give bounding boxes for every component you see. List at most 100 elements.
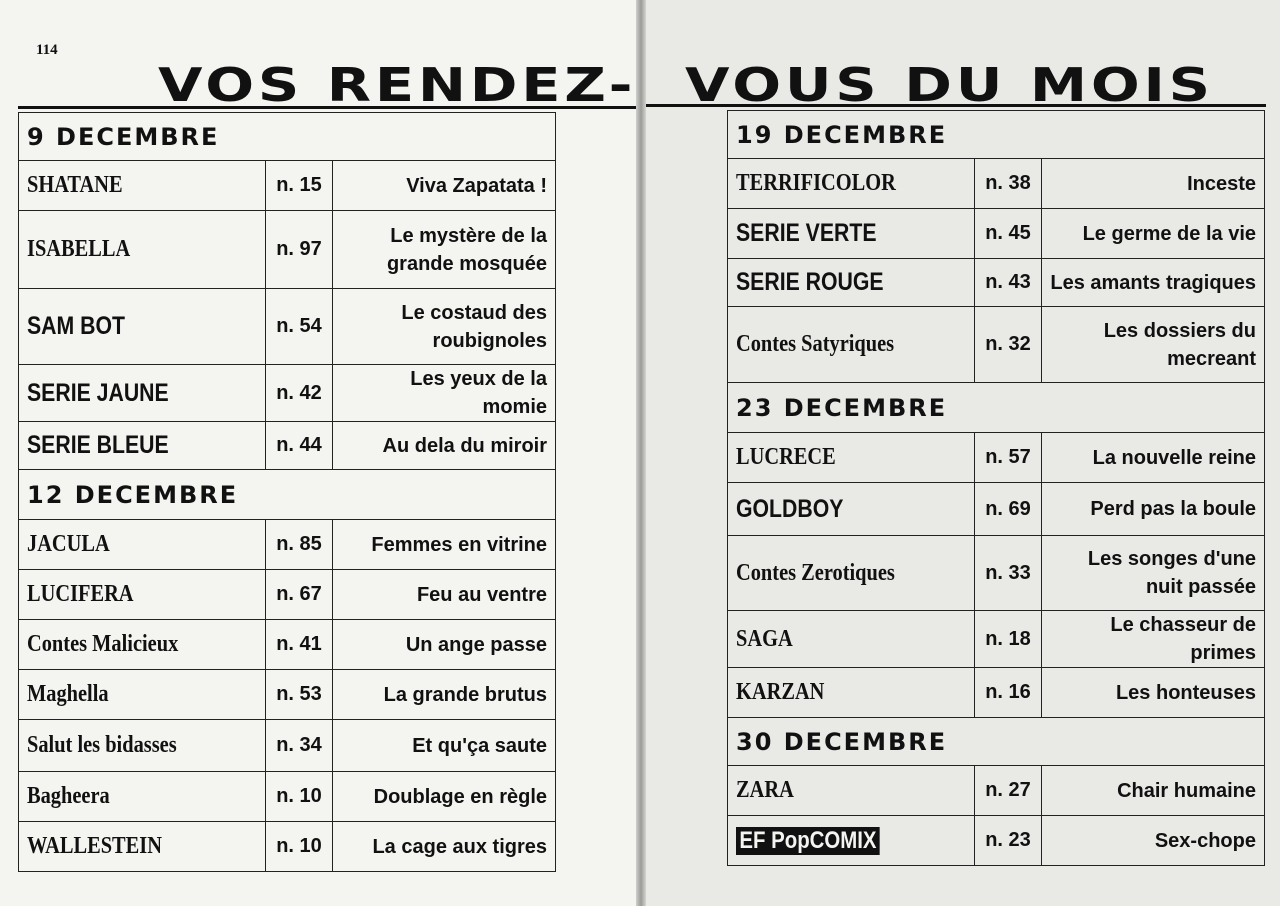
section-date: 19 DECEMBRE <box>727 110 1265 159</box>
issue-title-text: Les dossiers du mecreant <box>1103 319 1256 370</box>
issue-title: Perd pas la boule <box>1041 482 1265 536</box>
issue-title-text: Et qu'ça saute <box>412 734 547 757</box>
series-logo-text: EF PopCOMIX <box>736 826 880 855</box>
issue-title-text: Sex-chope <box>1154 829 1256 852</box>
issue-number-text: n. 69 <box>985 497 1031 520</box>
series-logo: SERIE VERTE <box>727 208 975 259</box>
series-logo: EF PopCOMIX <box>727 815 975 866</box>
issue-title: Femmes en vitrine <box>332 519 556 570</box>
issue-title: Au dela du miroir <box>332 421 556 470</box>
issue-title-text: La nouvelle reine <box>1092 446 1256 469</box>
series-logo-text: LUCRECE <box>736 444 836 470</box>
table-row: GOLDBOY n. 69 Perd pas la boule <box>727 482 1265 536</box>
issue-number-text: n. 27 <box>985 779 1031 801</box>
series-logo: LUCIFERA <box>18 569 266 620</box>
issue-number-text: n. 15 <box>276 174 322 196</box>
table-row: SERIE JAUNE n. 42 Les yeux de la momie <box>18 364 556 422</box>
issue-title-text: Le chasseur de primes <box>1110 614 1256 664</box>
issue-title-text: La grande brutus <box>383 683 547 706</box>
issue-number: n. 67 <box>265 569 333 620</box>
table-row: SAGA n. 18 Le chasseur de primes <box>727 610 1265 668</box>
issue-number-text: n. 10 <box>276 785 322 807</box>
series-logo-text: Bagheera <box>27 783 110 809</box>
issue-title-text: Un ange passe <box>405 633 547 656</box>
issue-number-text: n. 44 <box>276 434 322 456</box>
series-logo-text: SERIE ROUGE <box>736 268 884 296</box>
series-logo: LUCRECE <box>727 432 975 483</box>
issue-number-text: n. 45 <box>985 222 1031 244</box>
issue-number-text: n. 32 <box>985 333 1031 355</box>
issue-number: n. 57 <box>974 432 1042 483</box>
table-row: Contes Malicieux n. 41 Un ange passe <box>18 619 556 670</box>
series-logo: ISABELLA <box>18 210 266 289</box>
issue-title: Le chasseur de primes <box>1041 610 1265 668</box>
issue-title: Le germe de la vie <box>1041 208 1265 259</box>
section-header-row: 23 DECEMBRE <box>727 382 1265 433</box>
issue-number-text: n. 54 <box>276 315 322 337</box>
issue-number: n. 85 <box>265 519 333 570</box>
series-logo-text: SHATANE <box>27 172 123 198</box>
series-logo: Bagheera <box>18 771 266 822</box>
series-logo-text: Contes Zerotiques <box>736 559 895 586</box>
issue-title: Les honteuses <box>1041 667 1265 718</box>
series-logo-text: GOLDBOY <box>736 494 844 523</box>
series-logo: SAM BOT <box>18 288 266 365</box>
page-number: 114 <box>36 42 58 58</box>
issue-title: Viva Zapatata ! <box>332 160 556 211</box>
issue-title-text: Le germe de la vie <box>1082 222 1256 245</box>
issue-number-text: n. 10 <box>276 835 322 857</box>
issue-number-text: n. 23 <box>985 829 1031 851</box>
series-logo: SHATANE <box>18 160 266 211</box>
issue-title: La cage aux tigres <box>332 821 556 872</box>
issue-number: n. 44 <box>265 421 333 470</box>
issue-number-text: n. 33 <box>985 561 1031 584</box>
table-row: SHATANE n. 15 Viva Zapatata ! <box>18 160 556 211</box>
issue-title: Sex-chope <box>1041 815 1265 866</box>
series-logo: KARZAN <box>727 667 975 718</box>
issue-number-text: n. 53 <box>276 683 322 705</box>
series-logo-text: SERIE BLEUE <box>27 431 169 459</box>
section-header-row: 12 DECEMBRE <box>18 469 556 520</box>
table-row: WALLESTEIN n. 10 La cage aux tigres <box>18 821 556 872</box>
schedule-table-left: 9 DECEMBRE SHATANE n. 15 Viva Zapatata ! ISA… <box>18 112 556 872</box>
table-row: ISABELLA n. 97 Le mystère de la grande mos… <box>18 210 556 289</box>
series-logo: TERRIFICOLOR <box>727 158 975 209</box>
issue-title-text: Au dela du miroir <box>382 434 547 457</box>
series-logo-text: ZARA <box>736 777 794 803</box>
series-logo: SERIE ROUGE <box>727 258 975 307</box>
issue-title: Les dossiers du mecreant <box>1041 306 1265 383</box>
issue-title: Feu au ventre <box>332 569 556 620</box>
issue-number: n. 41 <box>265 619 333 670</box>
table-row: SERIE VERTE n. 45 Le germe de la vie <box>727 208 1265 259</box>
issue-number: n. 53 <box>265 669 333 720</box>
series-logo-text: JACULA <box>27 531 110 557</box>
issue-number: n. 42 <box>265 364 333 422</box>
section-header-row: 30 DECEMBRE <box>727 717 1265 766</box>
series-logo: ZARA <box>727 765 975 816</box>
issue-title: Les songes d'une nuit passée <box>1041 535 1265 611</box>
series-logo: JACULA <box>18 519 266 570</box>
table-row: EF PopCOMIX n. 23 Sex-chope <box>727 815 1265 866</box>
issue-title: La nouvelle reine <box>1041 432 1265 483</box>
series-logo: Contes Satyriques <box>727 306 975 383</box>
issue-title: Le mystère de la grande mosquée <box>332 210 556 289</box>
issue-title-text: Le costaud des roubignoles <box>401 301 547 352</box>
issue-number: n. 32 <box>974 306 1042 383</box>
issue-number: n. 15 <box>265 160 333 211</box>
table-row: TERRIFICOLOR n. 38 Inceste <box>727 158 1265 209</box>
issue-number-text: n. 57 <box>985 446 1031 468</box>
issue-title-text: Chair humaine <box>1117 779 1256 802</box>
issue-title: Un ange passe <box>332 619 556 670</box>
series-logo: Contes Zerotiques <box>727 535 975 611</box>
issue-number: n. 10 <box>265 821 333 872</box>
issue-title-text: Inceste <box>1187 172 1256 195</box>
section-date: 23 DECEMBRE <box>727 382 1265 433</box>
series-logo-text: SERIE VERTE <box>736 219 877 247</box>
table-row: Salut les bidasses n. 34 Et qu'ça saute <box>18 719 556 772</box>
issue-title-text: Les amants tragiques <box>1050 271 1256 294</box>
issue-number-text: n. 97 <box>276 238 322 260</box>
issue-number-text: n. 42 <box>276 381 322 404</box>
schedule-table-right: 19 DECEMBRE TERRIFICOLOR n. 38 Inceste SERIE… <box>727 110 1265 866</box>
issue-number-text: n. 18 <box>985 627 1031 650</box>
issue-number: n. 34 <box>265 719 333 772</box>
